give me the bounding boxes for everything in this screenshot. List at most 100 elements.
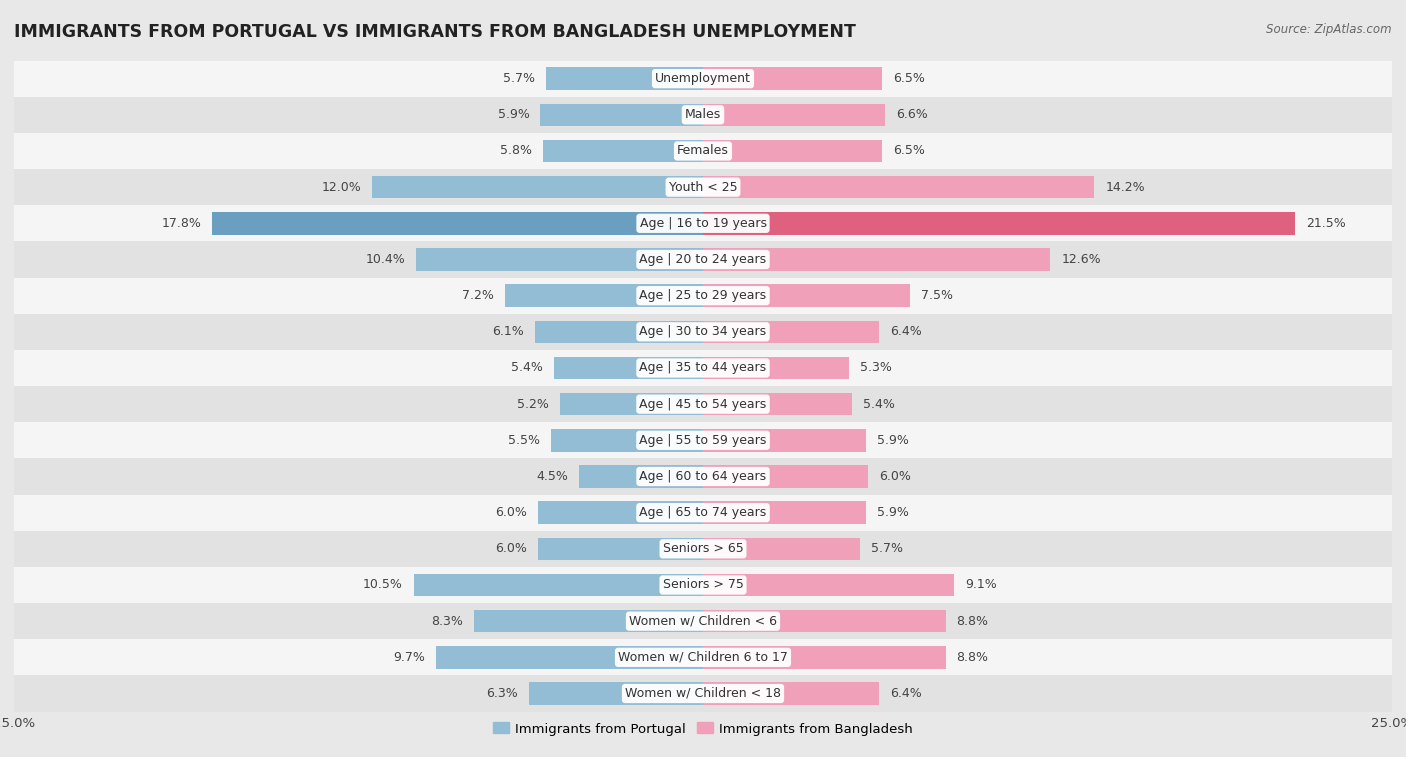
Text: 6.5%: 6.5% <box>893 145 925 157</box>
Text: 6.3%: 6.3% <box>486 687 519 700</box>
Bar <box>534 321 703 343</box>
Bar <box>14 350 1392 386</box>
Text: 5.4%: 5.4% <box>863 397 894 410</box>
Text: 5.8%: 5.8% <box>501 145 531 157</box>
Bar <box>474 610 703 632</box>
Bar <box>212 212 703 235</box>
Text: Seniors > 65: Seniors > 65 <box>662 542 744 556</box>
Bar <box>14 278 1392 313</box>
Bar <box>703 104 884 126</box>
Text: 5.2%: 5.2% <box>517 397 548 410</box>
Bar <box>14 97 1392 133</box>
Bar <box>14 133 1392 169</box>
Bar <box>579 466 703 488</box>
Text: 21.5%: 21.5% <box>1306 217 1347 230</box>
Bar <box>416 248 703 271</box>
Text: Seniors > 75: Seniors > 75 <box>662 578 744 591</box>
Text: 9.7%: 9.7% <box>392 651 425 664</box>
Bar <box>703 682 879 705</box>
Bar <box>14 386 1392 422</box>
Text: 7.2%: 7.2% <box>461 289 494 302</box>
Bar <box>14 422 1392 459</box>
Bar <box>14 313 1392 350</box>
Bar <box>14 169 1392 205</box>
Text: 6.0%: 6.0% <box>495 506 527 519</box>
Bar <box>546 67 703 90</box>
Bar <box>554 357 703 379</box>
Text: Age | 60 to 64 years: Age | 60 to 64 years <box>640 470 766 483</box>
Text: 6.6%: 6.6% <box>896 108 928 121</box>
Text: 17.8%: 17.8% <box>162 217 201 230</box>
Text: Age | 35 to 44 years: Age | 35 to 44 years <box>640 362 766 375</box>
Text: Women w/ Children < 6: Women w/ Children < 6 <box>628 615 778 628</box>
Text: 5.5%: 5.5% <box>509 434 540 447</box>
Text: Age | 45 to 54 years: Age | 45 to 54 years <box>640 397 766 410</box>
Text: 6.1%: 6.1% <box>492 326 524 338</box>
Text: Age | 16 to 19 years: Age | 16 to 19 years <box>640 217 766 230</box>
Bar <box>530 682 703 705</box>
Text: 6.5%: 6.5% <box>893 72 925 85</box>
Bar <box>14 494 1392 531</box>
Bar <box>703 393 852 416</box>
Bar <box>436 646 703 668</box>
Bar <box>703 176 1094 198</box>
Text: 5.9%: 5.9% <box>876 434 908 447</box>
Text: Women w/ Children < 18: Women w/ Children < 18 <box>626 687 780 700</box>
Text: 14.2%: 14.2% <box>1105 181 1144 194</box>
Text: 6.4%: 6.4% <box>890 687 922 700</box>
Bar <box>703 357 849 379</box>
Bar <box>703 321 879 343</box>
Text: 6.0%: 6.0% <box>879 470 911 483</box>
Text: IMMIGRANTS FROM PORTUGAL VS IMMIGRANTS FROM BANGLADESH UNEMPLOYMENT: IMMIGRANTS FROM PORTUGAL VS IMMIGRANTS F… <box>14 23 856 41</box>
Bar <box>703 212 1295 235</box>
Bar <box>703 610 945 632</box>
Text: 9.1%: 9.1% <box>965 578 997 591</box>
Text: 5.7%: 5.7% <box>872 542 903 556</box>
Bar <box>703 646 945 668</box>
Text: 5.7%: 5.7% <box>503 72 534 85</box>
Bar <box>703 248 1050 271</box>
Text: 6.0%: 6.0% <box>495 542 527 556</box>
Text: Age | 20 to 24 years: Age | 20 to 24 years <box>640 253 766 266</box>
Bar <box>505 285 703 307</box>
Bar <box>14 61 1392 97</box>
Bar <box>14 567 1392 603</box>
Text: Females: Females <box>678 145 728 157</box>
Text: 8.8%: 8.8% <box>956 651 988 664</box>
Text: Males: Males <box>685 108 721 121</box>
Bar <box>703 429 866 451</box>
Text: 5.9%: 5.9% <box>876 506 908 519</box>
Text: Source: ZipAtlas.com: Source: ZipAtlas.com <box>1267 23 1392 36</box>
Text: 4.5%: 4.5% <box>536 470 568 483</box>
Text: Youth < 25: Youth < 25 <box>669 181 737 194</box>
Text: 5.3%: 5.3% <box>860 362 891 375</box>
Text: 12.6%: 12.6% <box>1062 253 1101 266</box>
Bar <box>537 537 703 560</box>
Text: 10.4%: 10.4% <box>366 253 405 266</box>
Bar <box>14 241 1392 278</box>
Text: 5.4%: 5.4% <box>512 362 543 375</box>
Bar <box>551 429 703 451</box>
Bar <box>703 466 869 488</box>
Legend: Immigrants from Portugal, Immigrants from Bangladesh: Immigrants from Portugal, Immigrants fro… <box>488 717 918 741</box>
Bar <box>373 176 703 198</box>
Text: Age | 55 to 59 years: Age | 55 to 59 years <box>640 434 766 447</box>
Bar <box>537 501 703 524</box>
Bar <box>14 205 1392 241</box>
Text: Age | 25 to 29 years: Age | 25 to 29 years <box>640 289 766 302</box>
Bar <box>14 639 1392 675</box>
Text: Unemployment: Unemployment <box>655 72 751 85</box>
Bar <box>14 459 1392 494</box>
Bar <box>540 104 703 126</box>
Text: 8.8%: 8.8% <box>956 615 988 628</box>
Bar <box>14 531 1392 567</box>
Bar <box>560 393 703 416</box>
Bar <box>703 537 860 560</box>
Bar <box>703 574 953 597</box>
Bar <box>703 285 910 307</box>
Bar <box>703 501 866 524</box>
Text: 7.5%: 7.5% <box>921 289 953 302</box>
Bar <box>703 67 882 90</box>
Text: 12.0%: 12.0% <box>322 181 361 194</box>
Text: 5.9%: 5.9% <box>498 108 530 121</box>
